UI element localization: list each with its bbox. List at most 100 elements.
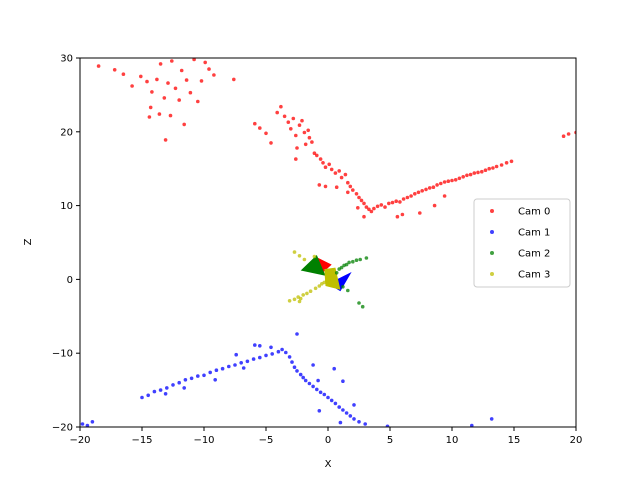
cam0-marker (316, 257, 332, 274)
point-cam-0-22 (212, 73, 216, 77)
point-cam-0-118 (561, 134, 566, 138)
point-cam-2-8 (358, 257, 363, 262)
point-cam-0-107 (487, 166, 492, 171)
point-cam-0-66 (362, 201, 366, 206)
point-cam-0-10 (166, 81, 170, 85)
point-cam-0-97 (450, 178, 454, 183)
point-cam-0-89 (420, 189, 425, 193)
point-cam-1-34 (303, 378, 308, 383)
point-cam-0-76 (372, 206, 376, 211)
point-cam-0-73 (346, 190, 350, 195)
point-cam-1-26 (280, 347, 284, 352)
point-cam-1-52 (253, 343, 257, 347)
legend-marker-2 (490, 251, 494, 255)
point-cam-0-9 (162, 96, 167, 100)
point-cam-1-60 (317, 409, 322, 413)
point-cam-0-85 (405, 195, 410, 200)
point-cam-0-51 (318, 157, 323, 161)
point-cam-1-18 (233, 363, 237, 367)
point-cam-0-0 (96, 64, 101, 68)
point-cam-1-14 (208, 370, 212, 375)
point-cam-0-88 (416, 190, 421, 195)
point-cam-2-7 (354, 258, 359, 263)
point-cam-1-58 (332, 366, 337, 371)
series-cam-0 (96, 58, 576, 219)
point-cam-0-20 (203, 60, 207, 65)
point-cam-0-47 (307, 135, 312, 140)
point-cam-0-36 (282, 114, 287, 119)
point-cam-3-2 (302, 257, 307, 262)
point-cam-0-37 (286, 120, 291, 124)
point-cam-1-56 (311, 363, 315, 367)
point-cam-2-6 (351, 259, 355, 264)
point-cam-1-48 (357, 420, 361, 424)
point-cam-2-11 (360, 304, 365, 309)
y-tick-label: −10 (52, 349, 73, 360)
y-tick-label: 30 (60, 54, 73, 65)
point-cam-0-83 (398, 200, 402, 204)
point-cam-0-98 (453, 178, 458, 182)
point-cam-0-115 (432, 203, 437, 208)
point-cam-1-32 (298, 372, 303, 377)
point-cam-3-12 (305, 291, 309, 296)
x-axis-ticks: −20 −15 −10 −5 0 5 10 15 20 (69, 427, 582, 446)
point-cam-0-64 (357, 195, 361, 200)
point-cam-0-112 (509, 159, 514, 164)
point-cam-2-12 (346, 288, 350, 293)
point-cam-0-41 (295, 146, 299, 150)
point-cam-1-63 (385, 424, 390, 427)
point-cam-0-78 (379, 203, 384, 207)
point-cam-3-10 (328, 276, 333, 280)
point-cam-1-4 (146, 393, 150, 398)
point-cam-0-30 (253, 121, 257, 126)
point-cam-0-74 (356, 206, 360, 210)
point-cam-0-105 (480, 169, 484, 174)
x-axis-label: X (325, 459, 332, 470)
point-cam-0-15 (184, 78, 189, 82)
point-cam-1-29 (290, 360, 294, 364)
point-cam-0-11 (170, 59, 174, 63)
point-cam-1-33 (301, 375, 306, 380)
point-cam-2-0 (334, 271, 339, 275)
point-cam-1-20 (245, 359, 250, 364)
point-cam-3-4 (313, 286, 318, 291)
point-cam-1-8 (171, 383, 175, 387)
point-cam-0-48 (310, 140, 314, 144)
point-cam-0-106 (483, 168, 488, 172)
point-cam-0-40 (294, 133, 298, 138)
point-cam-0-34 (275, 110, 280, 115)
point-cam-0-29 (232, 77, 236, 82)
point-cam-1-50 (213, 378, 217, 382)
point-cam-1-27 (284, 350, 288, 355)
point-cam-1-36 (311, 384, 315, 389)
point-cam-2-10 (357, 301, 361, 305)
point-cam-1-68 (241, 366, 246, 370)
point-cam-0-63 (354, 192, 359, 196)
point-cam-1-59 (341, 379, 345, 384)
y-tick-label: 10 (60, 201, 73, 212)
point-cam-0-91 (427, 186, 432, 190)
point-cam-1-16 (220, 366, 225, 371)
point-cam-1-39 (322, 392, 327, 397)
point-cam-1-6 (158, 388, 163, 392)
point-cam-0-116 (442, 194, 447, 198)
point-cam-1-31 (295, 369, 299, 373)
point-cam-1-42 (333, 401, 338, 406)
point-cam-3-16 (287, 299, 292, 303)
point-cam-1-44 (341, 408, 345, 412)
point-cam-0-92 (431, 185, 436, 189)
legend-marker-3 (490, 272, 494, 276)
point-cam-1-35 (307, 381, 312, 386)
point-cam-0-4 (139, 74, 143, 79)
point-cam-1-54 (269, 345, 273, 350)
point-cam-1-7 (165, 386, 169, 390)
legend-label-1: Cam 1 (518, 228, 550, 239)
point-cam-3-3 (308, 289, 313, 294)
x-tick-label: 20 (570, 435, 583, 446)
point-cam-0-79 (383, 205, 387, 209)
point-cam-0-19 (199, 79, 204, 83)
point-cam-1-17 (227, 364, 231, 369)
point-cam-0-111 (504, 161, 509, 165)
y-tick-label: 20 (60, 127, 73, 138)
point-cam-0-55 (329, 167, 334, 172)
